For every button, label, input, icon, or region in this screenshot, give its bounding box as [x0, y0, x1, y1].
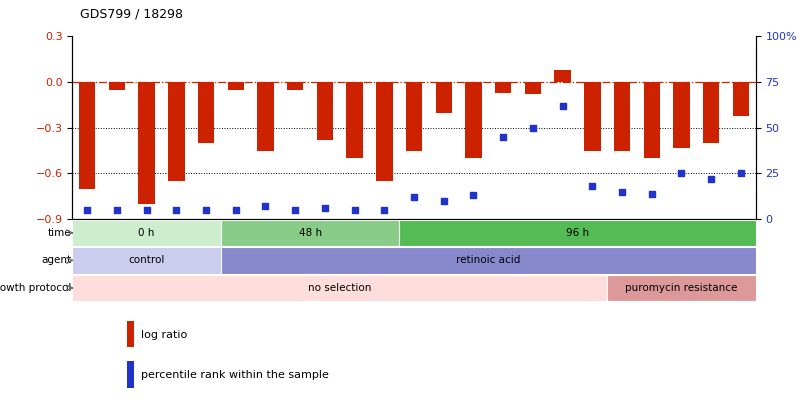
Bar — [72, 247, 221, 274]
Point — [526, 125, 539, 131]
Point — [645, 190, 658, 197]
Point — [229, 207, 242, 213]
Text: log ratio: log ratio — [141, 330, 187, 340]
Point — [140, 207, 153, 213]
Bar — [316, 82, 332, 140]
Bar — [584, 82, 600, 151]
Bar — [406, 82, 422, 151]
Bar — [465, 82, 481, 158]
Point — [110, 207, 123, 213]
Bar — [72, 275, 606, 301]
Bar — [554, 70, 570, 82]
Point — [496, 134, 509, 140]
Text: 96 h: 96 h — [565, 228, 589, 238]
Bar — [399, 220, 755, 246]
Point — [80, 207, 93, 213]
Point — [407, 194, 420, 200]
Bar — [524, 82, 540, 94]
Point — [585, 183, 598, 190]
Bar — [227, 82, 243, 90]
Bar — [72, 220, 221, 246]
Bar — [672, 82, 689, 147]
Text: time: time — [48, 228, 71, 238]
Text: agent: agent — [42, 256, 71, 265]
Point — [348, 207, 361, 213]
Bar — [732, 82, 748, 115]
Bar — [79, 82, 96, 189]
Bar — [168, 82, 185, 181]
Bar — [435, 82, 451, 113]
Bar — [287, 82, 303, 90]
Point — [169, 207, 182, 213]
Bar — [495, 82, 511, 93]
Text: 48 h: 48 h — [298, 228, 321, 238]
Bar — [376, 82, 392, 181]
Point — [199, 207, 212, 213]
Bar — [257, 82, 273, 151]
Point — [377, 207, 390, 213]
Text: puromycin resistance: puromycin resistance — [625, 283, 736, 293]
Bar — [127, 321, 134, 347]
Point — [437, 198, 450, 204]
Bar — [606, 275, 755, 301]
Point — [259, 203, 271, 209]
Bar — [221, 220, 399, 246]
Bar — [702, 82, 719, 143]
Point — [615, 188, 628, 195]
Point — [675, 170, 687, 177]
Bar — [108, 82, 125, 90]
Text: percentile rank within the sample: percentile rank within the sample — [141, 370, 328, 380]
Bar — [613, 82, 630, 151]
Point — [734, 170, 747, 177]
Point — [556, 102, 569, 109]
Bar — [346, 82, 362, 158]
Bar — [138, 82, 155, 204]
Bar — [127, 361, 134, 388]
Point — [467, 192, 479, 198]
Point — [288, 207, 301, 213]
Bar — [221, 247, 755, 274]
Point — [318, 205, 331, 211]
Text: control: control — [128, 256, 165, 265]
Text: 0 h: 0 h — [138, 228, 155, 238]
Bar — [642, 82, 659, 158]
Text: GDS799 / 18298: GDS799 / 18298 — [80, 7, 183, 20]
Point — [704, 176, 717, 182]
Text: no selection: no selection — [308, 283, 371, 293]
Bar — [198, 82, 214, 143]
Text: growth protocol: growth protocol — [0, 283, 71, 293]
Text: retinoic acid: retinoic acid — [455, 256, 520, 265]
